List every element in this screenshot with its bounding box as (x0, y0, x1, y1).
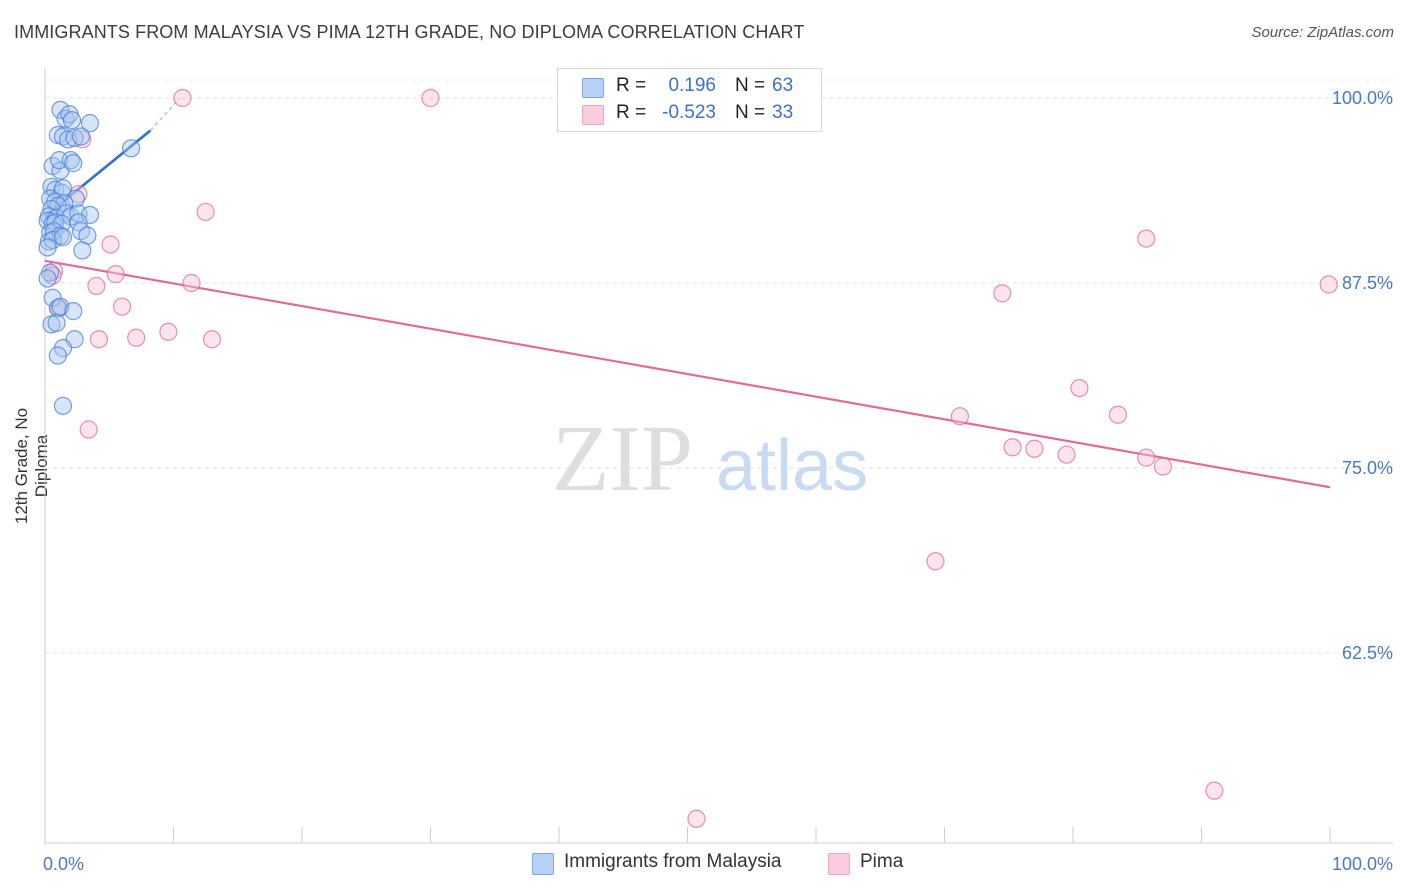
point-pima (1070, 378, 1089, 398)
point-malaysia (51, 100, 70, 119)
trend-lines (44, 97, 1331, 489)
legend-n-label: N = (735, 102, 766, 123)
bottom-legend-swatch-malaysia (532, 853, 554, 875)
point-pima (1025, 439, 1044, 458)
point-pima (196, 202, 215, 222)
point-malaysia (66, 189, 85, 208)
point-pima (926, 552, 945, 571)
x-tick-label-start: 0.0% (43, 854, 84, 874)
point-pima (202, 330, 222, 349)
point-malaysia (65, 128, 84, 148)
stats-legend: R = 0.196 N = 63 R = -0.523 N = 33 (557, 68, 822, 132)
gridlines (45, 79, 1393, 654)
point-pima (173, 88, 192, 108)
legend-n-value: 63 (772, 75, 794, 96)
point-pima (159, 322, 178, 341)
chart-title: IMMIGRANTS FROM MALAYSIA VS PIMA 12TH GR… (14, 22, 805, 42)
trend-line-malaysia (44, 129, 152, 218)
point-pima (421, 88, 440, 108)
source-label: Source: ZipAtlas.com (1251, 24, 1394, 41)
y-tick-label: 100.0% (1332, 88, 1393, 108)
point-malaysia (71, 127, 91, 146)
point-malaysia (47, 313, 66, 333)
watermark-zip: ZIP (552, 407, 693, 511)
series-pima (43, 88, 1338, 828)
point-pima (106, 265, 125, 284)
data-points (38, 88, 1338, 828)
point-pima (1137, 448, 1156, 467)
bottom-legend-label-pima: Pima (860, 851, 904, 872)
point-pima (89, 330, 109, 349)
axes (44, 68, 1393, 845)
point-pima (112, 297, 132, 316)
y-tick-label: 62.5% (1342, 643, 1393, 663)
x-tick-label-end: 100.0% (1332, 854, 1393, 874)
point-pima (1057, 445, 1076, 464)
point-pima (87, 276, 106, 296)
point-malaysia (62, 111, 82, 130)
trend-line-pima (44, 259, 1331, 489)
legend-swatch-pima (582, 105, 604, 125)
legend-row-pima: R = -0.523 N = 33 (558, 100, 821, 128)
point-malaysia (53, 127, 73, 146)
watermark-atlas: atlas (716, 426, 868, 506)
point-pima (1319, 275, 1338, 294)
legend-n-label: N = (735, 75, 766, 96)
point-malaysia (53, 396, 73, 415)
point-malaysia (38, 238, 57, 257)
point-pima (993, 284, 1012, 303)
point-pima (950, 407, 970, 426)
bottom-legend-label-malaysia: Immigrants from Malaysia (564, 851, 782, 872)
legend-r-value: -0.523 (662, 102, 716, 123)
legend-row-malaysia: R = 0.196 N = 63 (558, 73, 821, 101)
y-tick-label: 75.0% (1342, 458, 1393, 478)
point-pima (1153, 457, 1173, 476)
legend-r-label: R = (616, 102, 647, 123)
legend-swatch-malaysia (582, 78, 604, 98)
point-pima (1108, 405, 1128, 424)
point-pima (687, 809, 706, 828)
point-malaysia (61, 151, 80, 170)
watermark: ZIP atlas (552, 407, 868, 511)
point-pima (182, 273, 201, 293)
point-malaysia (64, 154, 83, 173)
point-pima (127, 328, 146, 347)
point-pima (1003, 438, 1022, 457)
point-pima (79, 420, 98, 439)
point-pima (43, 266, 62, 285)
point-malaysia (64, 302, 83, 321)
point-malaysia (38, 269, 57, 288)
point-pima (101, 235, 120, 254)
trend-line-malaysia-extension (149, 97, 181, 131)
point-malaysia (121, 139, 141, 158)
point-malaysia (38, 211, 57, 230)
bottom-legend-swatch-pima (828, 853, 850, 875)
point-malaysia (73, 241, 92, 260)
point-pima (1205, 781, 1224, 800)
point-malaysia (48, 346, 67, 365)
y-tick-label: 87.5% (1342, 273, 1393, 293)
series-malaysia (38, 100, 141, 415)
tick-labels: 100.0% 87.5% 75.0% 62.5% 0.0% 100.0% (43, 88, 1393, 874)
legend-r-label: R = (616, 75, 647, 96)
point-pima (1137, 229, 1156, 248)
point-malaysia (53, 228, 73, 247)
legend-r-value: 0.196 (668, 75, 716, 96)
legend-n-value: 33 (772, 102, 794, 123)
point-malaysia (80, 114, 100, 133)
